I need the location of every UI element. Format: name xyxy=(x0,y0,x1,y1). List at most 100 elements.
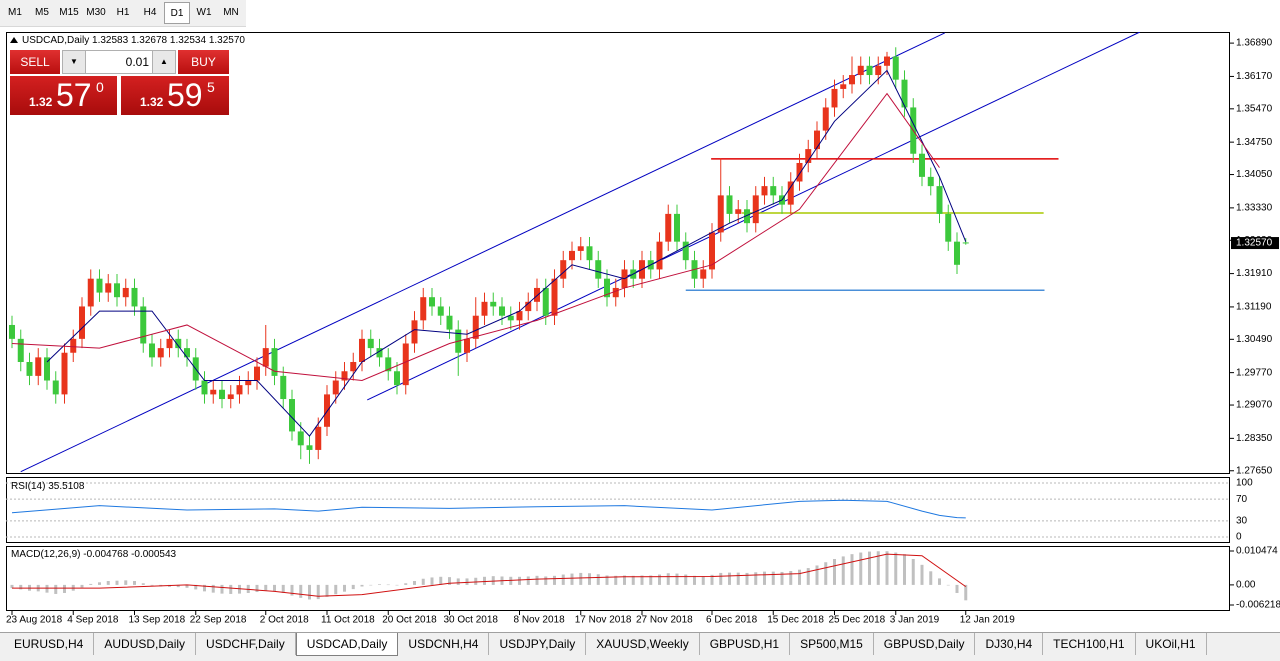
macd-bar xyxy=(518,576,521,585)
open-label: 1.32583 xyxy=(92,35,129,46)
timeframe-button[interactable]: MN xyxy=(223,7,239,18)
macd-bar xyxy=(561,574,565,585)
candle-body xyxy=(560,260,567,279)
timeframe-button[interactable]: M30 xyxy=(86,7,106,18)
candle-body xyxy=(271,348,278,376)
macd-bar xyxy=(605,575,609,585)
macd-bar xyxy=(45,584,49,593)
timeframe-button[interactable]: M15 xyxy=(59,7,79,18)
macd-tick-label: 0.010474 xyxy=(1236,546,1278,557)
macd-bar xyxy=(115,580,119,585)
timeframe-button[interactable]: W1 xyxy=(196,7,212,18)
timeframe-button[interactable]: M1 xyxy=(8,7,22,18)
y-tick-label: 1.30490 xyxy=(1236,334,1273,345)
main-plot xyxy=(9,32,1141,473)
buy-button[interactable]: BUY xyxy=(178,50,229,74)
candle-body xyxy=(525,301,532,312)
candle-body xyxy=(9,324,15,339)
macd-bar xyxy=(439,576,443,585)
macd-bar xyxy=(194,584,198,590)
macd-bar xyxy=(203,584,206,592)
macd-bar xyxy=(10,584,14,589)
lot-increase[interactable]: ▲ xyxy=(152,51,175,73)
collapse-icon[interactable] xyxy=(10,37,18,43)
timeframe-button[interactable]: H4 xyxy=(143,7,157,18)
chart-tab[interactable]: EURUSD,H4 xyxy=(4,633,95,655)
chart-tab[interactable]: UKOil,H1 xyxy=(1136,633,1207,655)
macd-bar xyxy=(623,575,626,585)
macd-bar xyxy=(789,570,793,585)
y-tick-label: 1.29770 xyxy=(1236,367,1273,378)
macd-bar xyxy=(343,584,346,592)
rsi-plot xyxy=(6,482,1230,538)
candle-body xyxy=(840,84,847,89)
rsi-tick-label: 100 xyxy=(1236,478,1253,489)
macd-bar xyxy=(693,575,696,585)
candle-body xyxy=(227,394,234,400)
x-tick-label: 8 Nov 2018 xyxy=(514,615,566,626)
y-tick-label: 1.34750 xyxy=(1236,137,1273,148)
rsi-value: 35.5108 xyxy=(48,481,85,492)
macd-bar xyxy=(421,578,425,585)
macd-bar xyxy=(54,584,58,594)
macd-bar xyxy=(316,584,320,600)
ask-quote[interactable]: 1.32 59 5 xyxy=(121,76,229,115)
macd-bar xyxy=(710,574,714,585)
candle-body xyxy=(726,195,733,214)
lot-decrease[interactable]: ▼ xyxy=(63,51,86,73)
macd-tick-label: 0.00 xyxy=(1236,580,1256,591)
macd-bar xyxy=(413,581,416,585)
candle-body xyxy=(61,352,68,395)
candle-body xyxy=(114,283,120,298)
candle-body xyxy=(857,65,864,76)
candle-body xyxy=(875,65,882,76)
candle-body xyxy=(499,306,505,316)
chart-tab[interactable]: GBPUSD,Daily xyxy=(874,633,976,655)
macd-bar xyxy=(631,575,635,585)
macd-bar xyxy=(701,576,705,585)
chart-tab[interactable]: TECH100,H1 xyxy=(1043,633,1136,655)
macd-bar xyxy=(929,571,933,585)
macd-bar xyxy=(185,584,189,588)
macd-bar xyxy=(736,572,740,585)
candle-body xyxy=(604,278,610,298)
chart-tab[interactable]: USDCNH,H4 xyxy=(398,633,490,655)
timeframe-button[interactable]: M5 xyxy=(35,7,49,18)
chart-tab[interactable]: AUDUSD,Daily xyxy=(94,633,197,655)
high-label: 1.32678 xyxy=(131,35,168,46)
timeframe-button[interactable]: H1 xyxy=(116,7,130,18)
macd-bar xyxy=(955,584,959,593)
chart-tab[interactable]: DJ30,H4 xyxy=(975,633,1044,655)
macd-bar xyxy=(150,584,154,586)
candle-body xyxy=(122,287,129,298)
sell-button[interactable]: SELL xyxy=(10,50,60,74)
rsi-header: RSI(14) 35.5108 xyxy=(11,481,85,492)
chart-tab[interactable]: USDCAD,Daily xyxy=(295,633,399,656)
candle-body xyxy=(35,357,42,376)
macd-bar xyxy=(841,556,845,585)
macd-bar xyxy=(763,571,766,585)
timeframe-button[interactable]: D1 xyxy=(164,2,190,24)
macd-bar xyxy=(124,580,128,585)
macd-bar xyxy=(456,578,460,585)
y-tick-label: 1.33330 xyxy=(1236,203,1273,214)
macd-bar xyxy=(876,551,880,585)
rsi-line xyxy=(11,499,966,519)
chart-tab[interactable]: XAUUSD,Weekly xyxy=(586,633,700,655)
candle-body xyxy=(157,348,164,358)
macd-bar xyxy=(430,577,434,585)
lot-input[interactable]: ▼ 0.01 ▲ xyxy=(62,50,176,74)
chart-tab[interactable]: USDJPY,Daily xyxy=(489,633,587,655)
candle-body xyxy=(289,399,295,432)
macd-bar xyxy=(780,571,784,585)
candle-body xyxy=(682,241,689,261)
bid-quote[interactable]: 1.32 57 0 xyxy=(10,76,117,115)
chart-tab[interactable]: SP500,M15 xyxy=(790,633,874,655)
chart-tab[interactable]: GBPUSD,H1 xyxy=(700,633,791,655)
macd-bar xyxy=(255,584,259,593)
macd-bar xyxy=(220,584,224,594)
macd-bar xyxy=(920,564,924,585)
chart-tab[interactable]: USDCHF,Daily xyxy=(196,633,296,655)
candle-body xyxy=(149,343,155,358)
rsi-label: RSI(14) xyxy=(11,481,45,492)
